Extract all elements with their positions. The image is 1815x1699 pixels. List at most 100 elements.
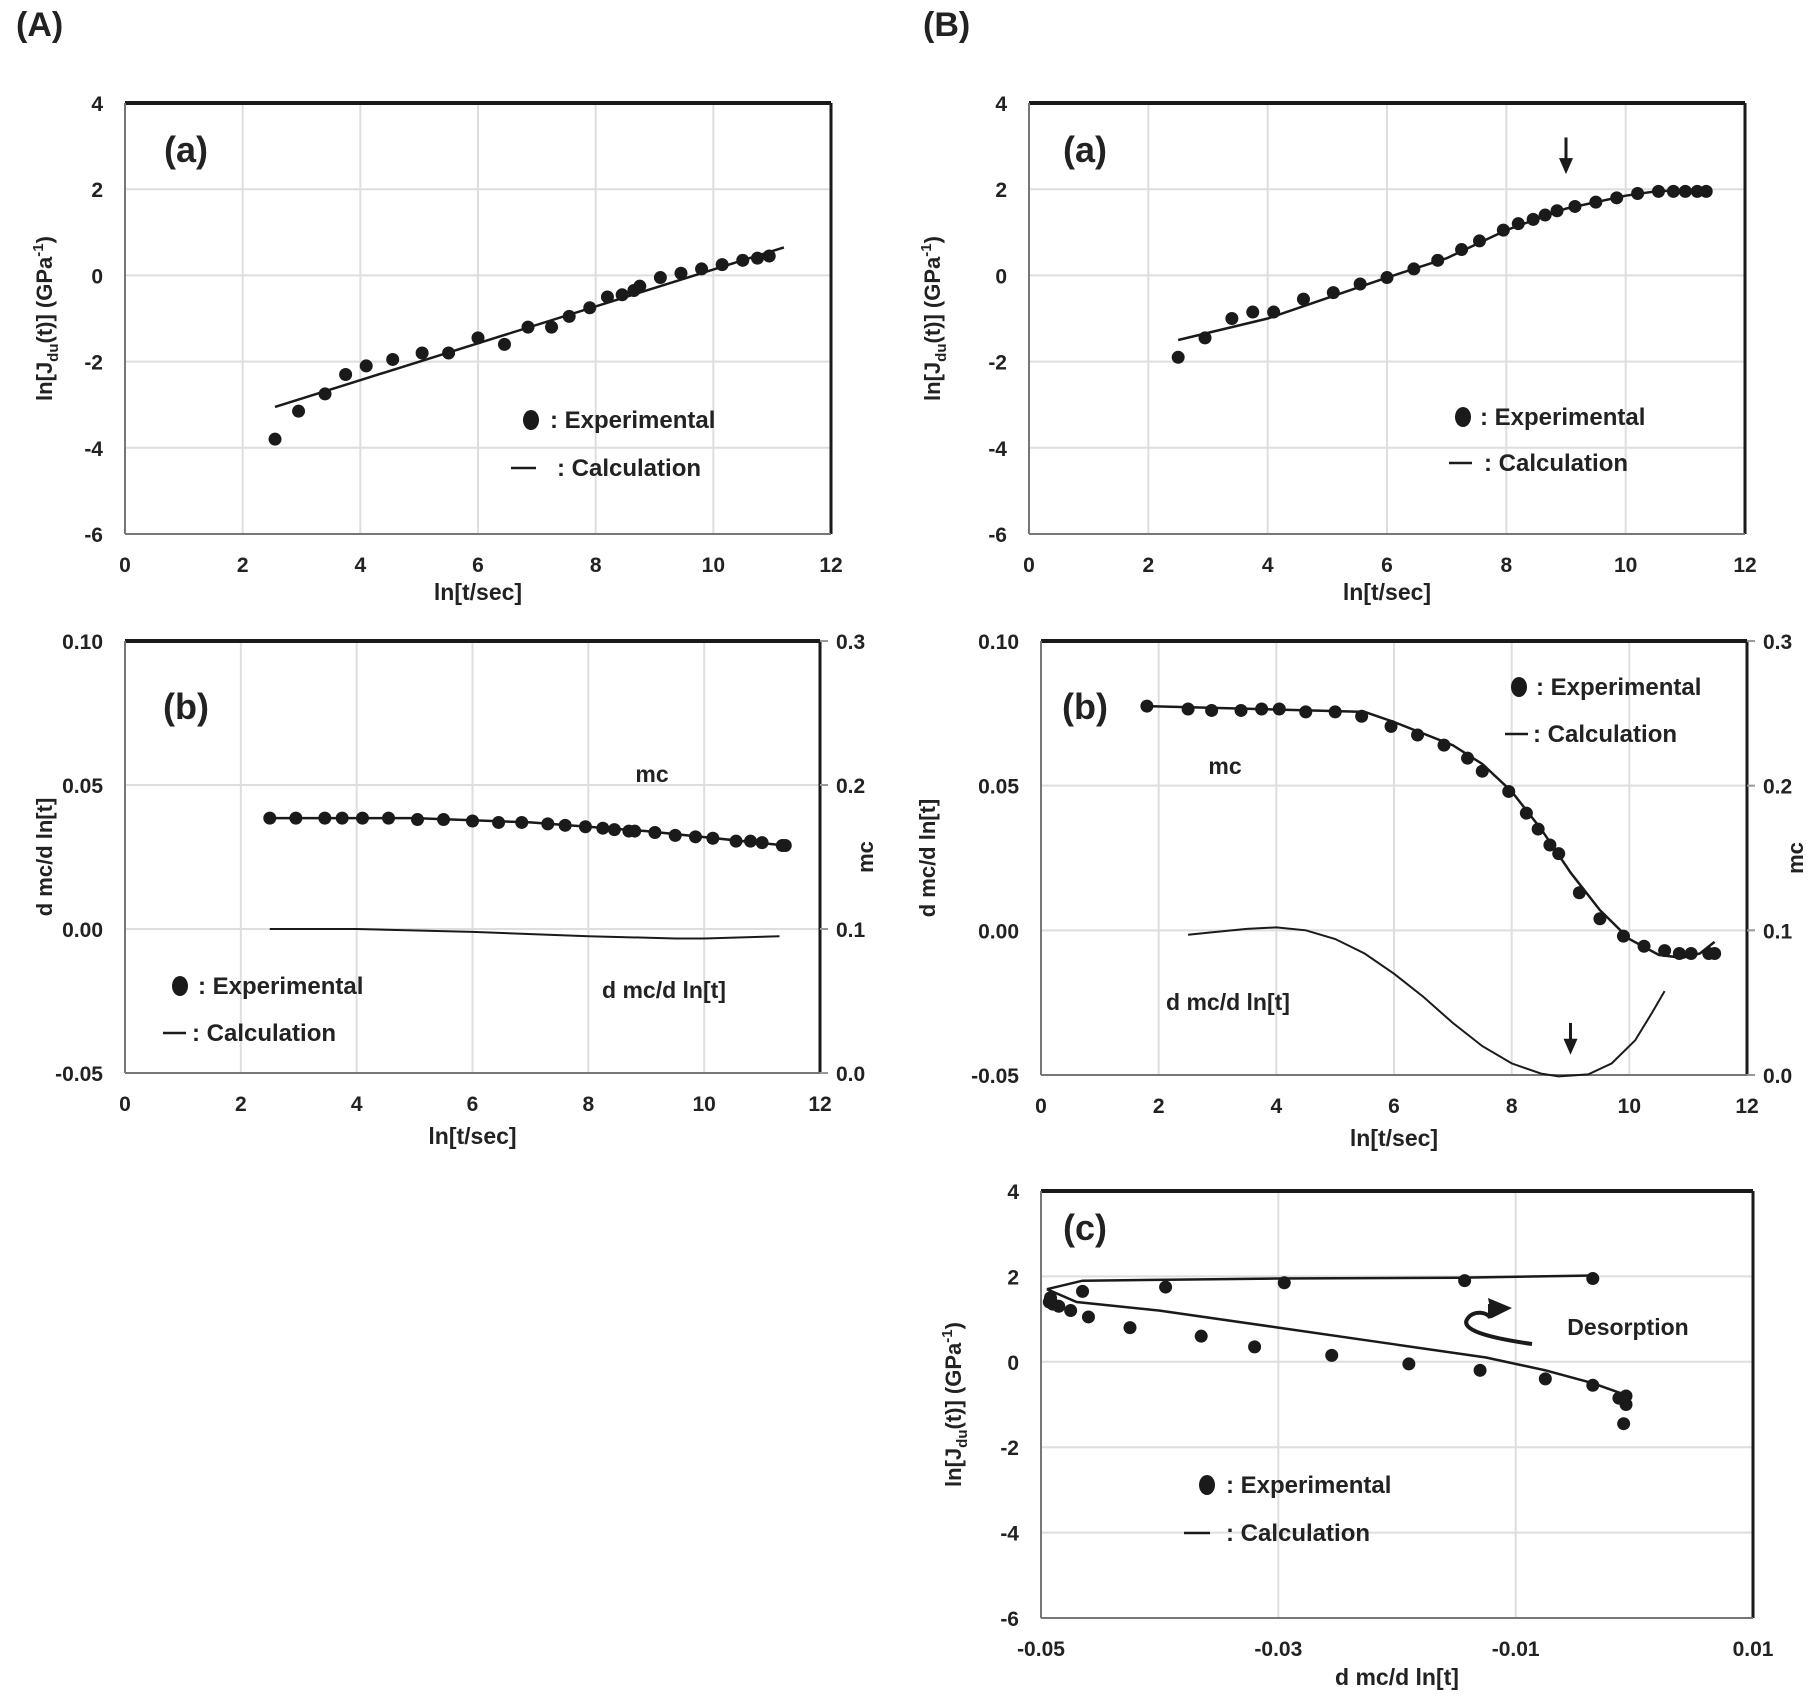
mc-experimental-point (744, 834, 757, 848)
experimental-point (1431, 253, 1445, 267)
experimental-point (1586, 1378, 1600, 1392)
legend-experimental-marker (1511, 677, 1527, 697)
experimental-point (1326, 286, 1340, 300)
annotation-label: mc (635, 761, 668, 787)
y-tick-label: 4 (91, 93, 103, 116)
experimental-point (1610, 191, 1624, 205)
arrow-down-icon (1559, 158, 1573, 175)
mc-experimental-point (1181, 702, 1195, 716)
legend-calculation-label: : Calculation (192, 1020, 336, 1047)
y-axis-label-part: ) (941, 1322, 966, 1329)
experimental-point (471, 331, 485, 345)
y-axis-label: d mc/d ln[t] (915, 799, 940, 918)
x-axis-label: ln[t/sec] (428, 1123, 516, 1149)
mc-experimental-point (541, 817, 555, 831)
y-tick-label: -4 (84, 438, 103, 461)
y-axis-label-part: ln[J (920, 362, 945, 401)
experimental-point (268, 432, 282, 446)
x-tick-label: -0.03 (1254, 1638, 1302, 1661)
mc-experimental-point (1437, 738, 1451, 752)
mc-experimental-point (515, 815, 529, 829)
mc-experimental-point (668, 828, 682, 842)
experimental-point (497, 337, 511, 351)
x-tick-label: 2 (235, 1093, 247, 1116)
y-tick-label: 4 (995, 93, 1007, 116)
experimental-point (695, 262, 709, 276)
desorption-curl-arrow (1464, 1304, 1533, 1346)
desorption-arrowhead-icon (1488, 1298, 1512, 1318)
x-tick-label: 4 (1262, 554, 1274, 577)
experimental-point (1246, 305, 1260, 319)
x-tick-label: 2 (237, 554, 249, 577)
mc-experimental-point (729, 834, 743, 848)
experimental-point (1198, 331, 1212, 345)
experimental-point (1171, 350, 1185, 364)
chart-A-b: 0 2 4 6 8 10 12 -0.05 0.00 0.05 0.10 0.0 0.1 0.2 0.3 ln… (32, 631, 878, 1149)
chart-B-a: 0 2 4 6 8 10 12 -6 -4 -2 0 2 4 ln[t/sec] ln[Jdu(t)] (G… (918, 93, 1757, 605)
figure-label-B: (B) (923, 6, 971, 44)
experimental-point (1473, 1363, 1487, 1377)
experimental-point (1589, 195, 1603, 209)
y-axis-label-part: du (45, 343, 62, 361)
experimental-point (521, 320, 535, 334)
y-axis-label-part: du (954, 1429, 971, 1447)
panel-label: (c) (1063, 1207, 1107, 1248)
experimental-point (715, 258, 729, 272)
panel-label: (a) (164, 129, 208, 170)
mc-experimental-point (1299, 705, 1313, 719)
experimental-point (318, 387, 332, 401)
experimental-point (1568, 199, 1582, 213)
chart-A-a: 0 2 4 6 8 10 12 -6 -4 -2 0 2 4 ln[t/sec] ln[Jdu(t)] (G… (30, 93, 843, 605)
experimental-point (1325, 1348, 1339, 1362)
experimental-point (1619, 1398, 1633, 1411)
x-tick-label: 10 (1618, 1095, 1641, 1118)
y2-tick-label: 0.2 (1763, 776, 1792, 799)
experimental-point (750, 251, 764, 265)
mc-experimental-point (335, 811, 349, 825)
mc-experimental-point (437, 813, 451, 827)
experimental-point (292, 404, 306, 418)
x-tick-label: 12 (819, 554, 842, 577)
experimental-point (1353, 277, 1367, 291)
x-tick-label: 6 (1381, 554, 1393, 577)
arrow-down-icon (1563, 1038, 1578, 1055)
legend-calculation-label: : Calculation (1226, 1520, 1370, 1547)
annotation-label: mc (1208, 753, 1241, 779)
y2-tick-label: 0.1 (1763, 920, 1793, 943)
experimental-point (762, 249, 776, 263)
annotation-label: Desorption (1567, 1314, 1688, 1340)
y-tick-label: 0 (995, 265, 1007, 288)
experimental-point (1458, 1274, 1472, 1288)
x-tick-label: 12 (1733, 554, 1756, 577)
y-tick-label: 0.05 (978, 776, 1019, 799)
legend-experimental-marker (172, 976, 188, 996)
x-tick-label: 12 (808, 1093, 831, 1116)
experimental-point (1267, 305, 1281, 319)
y-tick-label: 0.10 (62, 631, 103, 654)
x-tick-label: 0 (1035, 1095, 1047, 1118)
mc-experimental-point (1328, 705, 1342, 719)
experimental-point (1699, 184, 1713, 198)
experimental-point (1248, 1340, 1262, 1354)
mc-experimental-point (1672, 946, 1686, 960)
experimental-point (1617, 1417, 1631, 1431)
chart-B-b: 0 2 4 6 8 10 12 -0.05 0.00 0.05 0.10 0.0 0.1 0.2 0.3 ln… (915, 631, 1808, 1151)
mc-experimental-point (1502, 784, 1516, 798)
mc-experimental-point (607, 823, 621, 837)
mc-experimental-point (1205, 703, 1219, 717)
mc-experimental-point (1708, 946, 1722, 960)
y2-tick-label: 0.3 (836, 631, 865, 654)
mc-experimental-point (318, 811, 332, 825)
y-tick-label: -0.05 (971, 1065, 1019, 1088)
y2-tick-label: 0.0 (836, 1063, 865, 1086)
x-axis-label: ln[t/sec] (434, 579, 522, 605)
y-tick-label: 0 (1007, 1352, 1019, 1375)
x-axis-label: ln[t/sec] (1350, 1125, 1438, 1151)
experimental-point (442, 346, 456, 360)
experimental-point (1081, 1310, 1095, 1324)
x-tick-label: 10 (692, 1093, 715, 1116)
y-axis-label-part: -1 (918, 243, 935, 256)
experimental-point (1550, 204, 1564, 218)
